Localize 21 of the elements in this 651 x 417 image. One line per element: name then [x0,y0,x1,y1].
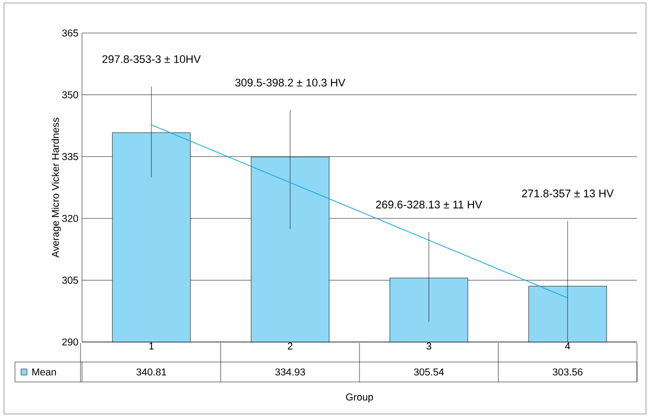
data-label: 303.56 [552,368,582,376]
annotation: 309.5-398.2 ± 10.3 HV [235,78,346,87]
annotation: 271.8-357 ± 13 HV [522,190,614,198]
x-tick-label: 3 [426,342,432,350]
x-tick-label: 2 [288,342,292,350]
x-tick-label: 4 [565,342,570,350]
y-tick-label: 305 [62,276,78,284]
data-label: 334.93 [275,368,305,376]
annotation: 297.8-353-3 ± 10HV [102,55,201,64]
y-axis-title: Average Micro Vicker Hardness [52,118,61,258]
y-tick-label: 365 [62,29,78,37]
legend-label: Mean [32,368,56,376]
y-tick-label: 335 [62,153,78,160]
annotation: 269.6-328.13 ± 11 HV [376,200,482,208]
data-label: 340.81 [136,368,166,376]
x-axis-title: Group [346,393,373,403]
x-tick-label: 1 [149,342,154,350]
y-tick-label: 320 [62,214,78,222]
data-label: 305.54 [414,368,444,376]
y-tick-label: 350 [62,91,78,98]
y-tick-label: 290 [62,338,78,346]
